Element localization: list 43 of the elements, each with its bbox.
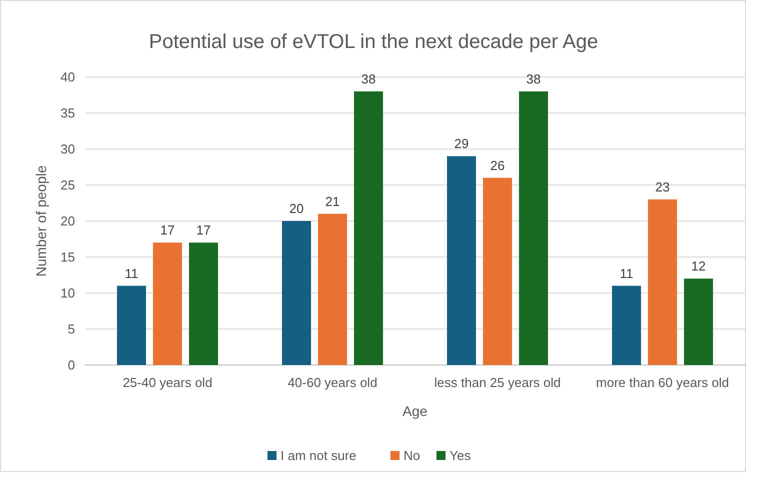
- data-label: 17: [196, 222, 211, 238]
- bar: [612, 286, 641, 365]
- y-tick-label: 10: [60, 286, 75, 301]
- data-label: 38: [526, 71, 541, 86]
- data-label: 38: [361, 71, 376, 86]
- y-tick-label: 40: [60, 70, 75, 85]
- legend-label: Yes: [450, 448, 472, 463]
- data-label: 29: [454, 136, 469, 152]
- x-tick-label: 25-40 years old: [122, 375, 212, 390]
- y-tick-label: 35: [60, 106, 75, 121]
- x-tick-label: 40-60 years old: [288, 375, 378, 390]
- y-axis-title: Number of people: [33, 165, 49, 277]
- x-axis-title: Age: [402, 403, 428, 419]
- y-tick-label: 0: [68, 358, 75, 373]
- data-label: 11: [124, 266, 138, 281]
- legend-label: No: [404, 448, 420, 463]
- data-label: 11: [620, 266, 634, 281]
- y-tick-label: 30: [60, 142, 75, 157]
- bar: [117, 286, 146, 365]
- bar: [189, 242, 218, 365]
- x-tick-label: more than 60 years old: [596, 375, 729, 390]
- data-label: 12: [691, 258, 706, 274]
- chart-title: Potential use of eVTOL in the next decade per Age: [148, 31, 598, 53]
- x-tick-label: less than 25 years old: [434, 375, 561, 390]
- y-tick-label: 20: [60, 214, 75, 229]
- bar: [354, 91, 383, 365]
- bar: [684, 278, 713, 365]
- data-label: 17: [160, 222, 175, 238]
- y-tick-label: 25: [60, 178, 75, 193]
- bar: [318, 214, 347, 365]
- data-label: 20: [289, 201, 304, 216]
- bar: [282, 221, 311, 365]
- bar: [519, 91, 548, 365]
- data-label: 26: [490, 158, 505, 173]
- data-label: 21: [325, 194, 340, 209]
- data-label: 23: [655, 179, 670, 194]
- bar: [648, 199, 677, 365]
- bar: [153, 242, 182, 365]
- legend-label: I am not sure: [280, 448, 356, 463]
- bar: [447, 156, 476, 365]
- y-tick-label: 15: [60, 250, 75, 265]
- y-tick-label: 5: [68, 322, 75, 337]
- bar: [483, 178, 512, 365]
